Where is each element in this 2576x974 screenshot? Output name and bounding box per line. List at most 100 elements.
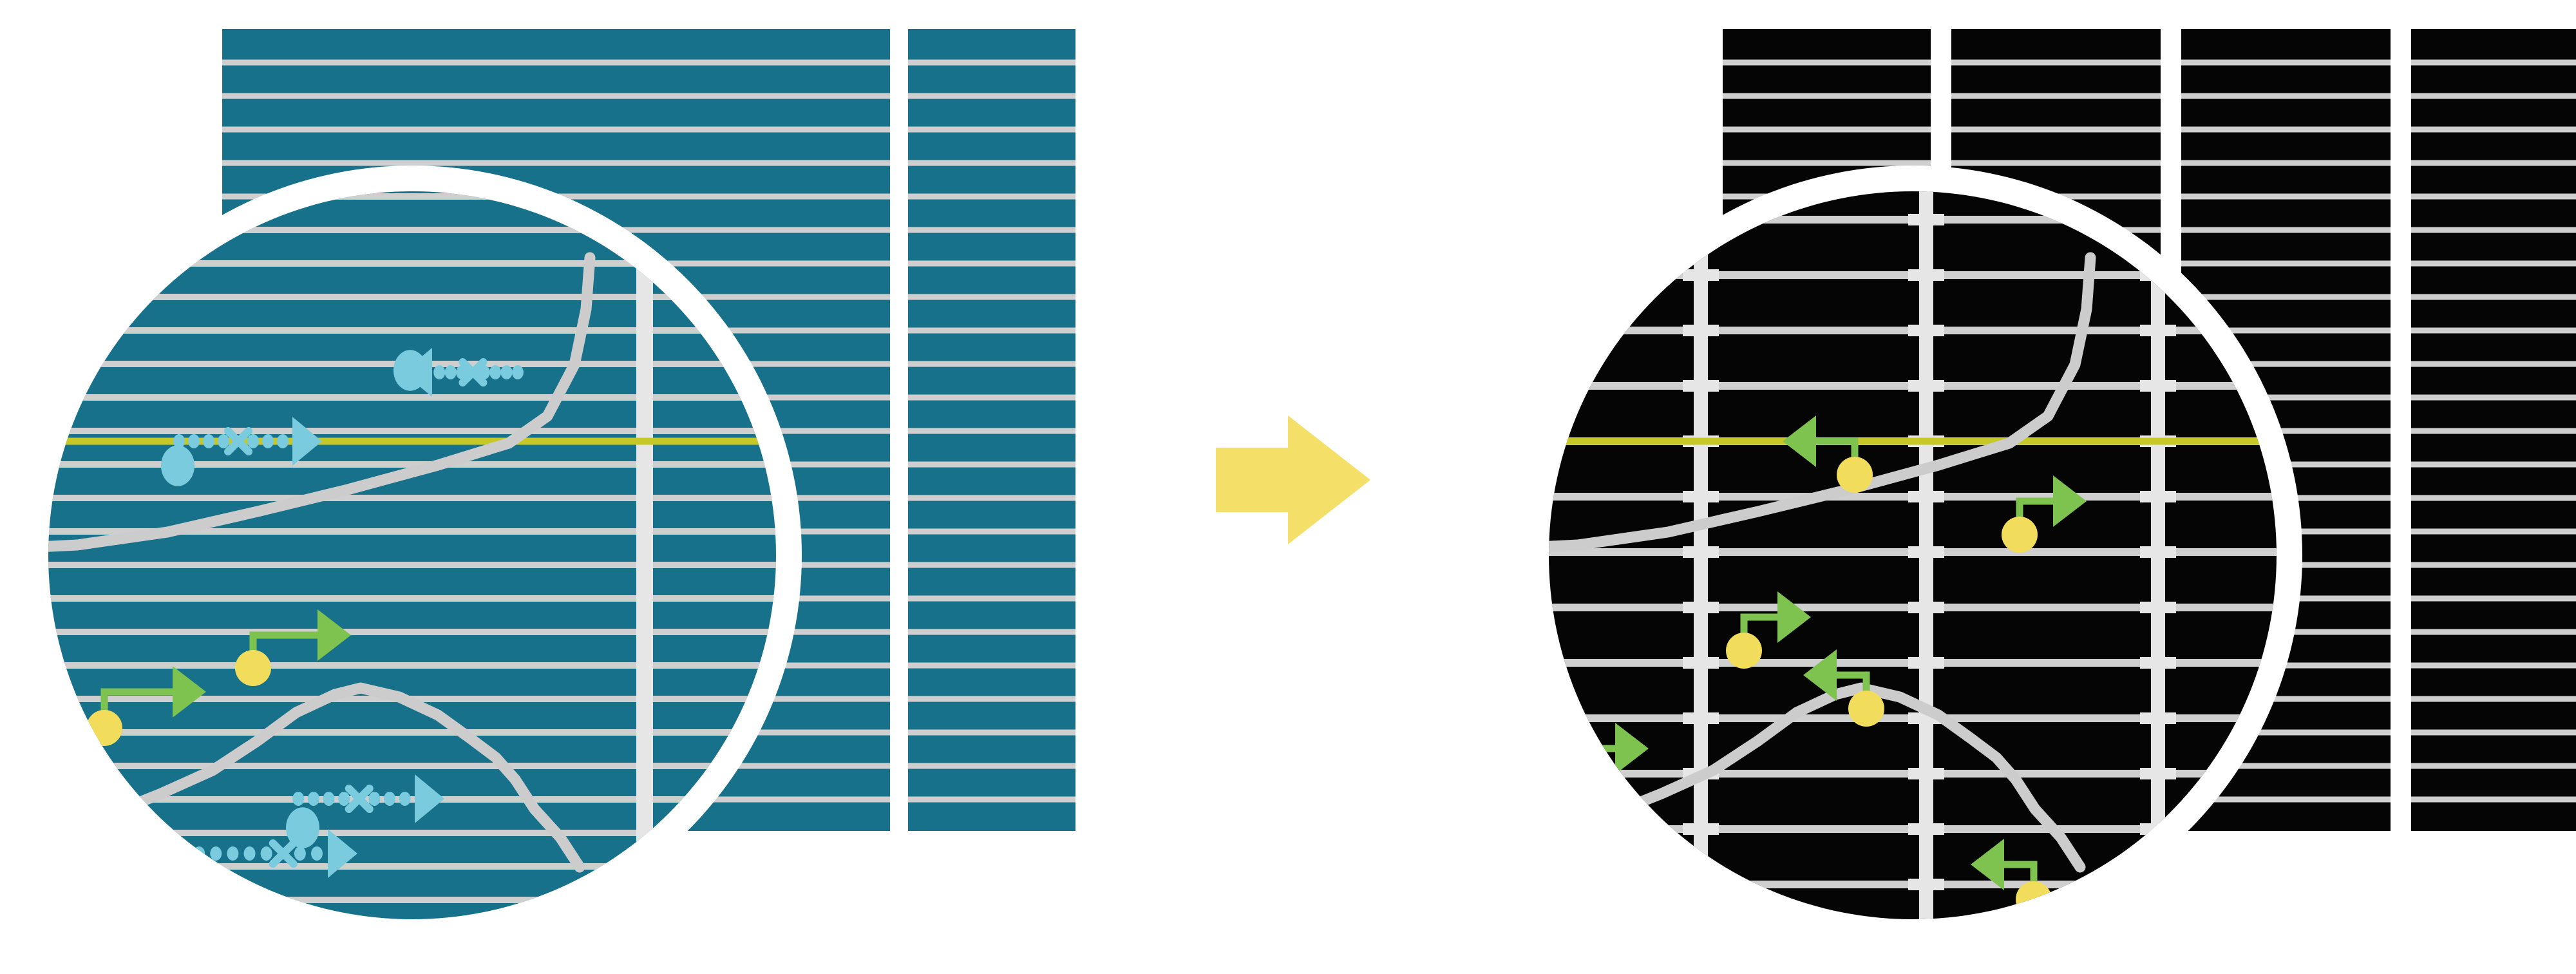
dotted-arrow-x-mark — [459, 358, 488, 387]
lens-grid-tick — [2140, 491, 2176, 502]
panel-rowline — [2181, 327, 2391, 334]
dotted-arrow-dot — [188, 434, 200, 448]
dotted-arrow-origin-marker — [161, 445, 194, 486]
dotted-arrow-dot — [456, 365, 468, 379]
panel-rowline — [908, 294, 1075, 300]
dotted-arrow-dot — [500, 365, 513, 379]
green-arrow-head — [1615, 723, 1649, 774]
panel-rowline — [2181, 126, 2391, 133]
panel-rowline — [1723, 160, 1931, 166]
panel-rowline — [2411, 59, 2576, 66]
panel-rowline — [908, 126, 1075, 133]
panel-rowline — [2411, 93, 2576, 99]
dotted-arrow-dot — [307, 792, 319, 806]
panel-rowline — [1951, 93, 2161, 99]
lower-trend-curve-left — [97, 682, 585, 873]
panel-rowline — [2411, 662, 2576, 669]
lens-left-rowlines — [48, 193, 776, 903]
panel-rowline — [1951, 59, 2161, 66]
panel-rowline — [2411, 495, 2576, 501]
lens-grid-tick — [2140, 657, 2176, 669]
panel-rowline — [2181, 394, 2391, 401]
green-arrow-head — [173, 666, 206, 718]
green-arrow-origin-dot — [1837, 457, 1873, 493]
panel-rowline — [2181, 193, 2391, 200]
dotted-arrow-dot — [260, 846, 272, 861]
panel-rowline — [2411, 461, 2576, 468]
dotted-arrow-dot — [368, 792, 381, 806]
lens-grid-tick — [1683, 491, 1719, 502]
panel-rowline — [2181, 160, 2391, 166]
lens-grid-tick — [1683, 602, 1719, 613]
lens-rowline — [48, 763, 776, 769]
dotted-arrow-dot — [203, 434, 215, 448]
panel-rowline — [908, 595, 1075, 602]
panel-rowline — [2181, 428, 2391, 434]
green-arrow-origin-dot — [1726, 633, 1762, 669]
dotted-arrow-dot — [323, 792, 335, 806]
green-arrow-head — [1783, 415, 1816, 467]
panel-rowline — [222, 126, 890, 133]
dotted-arrow-dot — [311, 846, 323, 861]
lens-grid-tick — [1908, 214, 1944, 225]
lens-grid-tick — [1908, 546, 1944, 558]
panel-rowline — [2411, 394, 2576, 401]
panel-rowline — [2411, 629, 2576, 635]
dotted-arrow-dot — [399, 792, 411, 806]
panel-rowline — [2411, 160, 2576, 166]
lens-rowline — [48, 394, 776, 401]
dotted-arrow-dot — [227, 846, 239, 861]
panel-rowline — [908, 662, 1075, 669]
dotted-arrow-dot — [338, 792, 350, 806]
dotted-arrow-dot — [218, 434, 230, 448]
panel-rowline — [2181, 59, 2391, 66]
dotted-arrow-dot — [489, 365, 502, 379]
lens-grid-tick — [2140, 325, 2176, 336]
upper-trend-curve-left — [48, 252, 596, 555]
lens-grid-tick — [1683, 380, 1719, 392]
panel-rowline — [2181, 260, 2391, 267]
panel-rowline — [908, 428, 1075, 434]
dotted-arrow-dot — [210, 846, 222, 861]
panel-rowline — [1723, 126, 1931, 133]
green-arrow-head — [1803, 649, 1837, 701]
panel-rowline — [908, 629, 1075, 635]
panel-rowline — [2411, 562, 2576, 568]
lens-grid-tick — [1908, 768, 1944, 779]
green-arrow-origin-dot — [1848, 691, 1884, 727]
panel-rowline — [908, 160, 1075, 166]
lens-left-vertical-divider — [636, 191, 653, 919]
lens-grid-tick — [2140, 768, 2176, 779]
panel-rowline — [2411, 193, 2576, 200]
panel-rowline — [2411, 796, 2576, 803]
panel-rowline — [2411, 294, 2576, 300]
dotted-arrow-head — [292, 417, 322, 466]
panel-rowline — [2411, 227, 2576, 233]
panel-rowline — [908, 327, 1075, 334]
dotted-arrow-dot — [262, 434, 274, 448]
lens-grid-tick — [1683, 657, 1719, 669]
lens-grid-tick — [2140, 602, 2176, 613]
lens-grid-tick — [2140, 712, 2176, 724]
lens-rowline — [48, 595, 776, 602]
lens-rowline — [48, 294, 776, 300]
panel-rowline — [2181, 729, 2391, 736]
panel-rowline — [908, 59, 1075, 66]
lens-grid-tick — [1908, 325, 1944, 336]
panel-rowline — [908, 796, 1075, 803]
lens-rowline — [48, 897, 776, 903]
green-arrow-origin-dot — [235, 650, 271, 686]
lower-trend-curve-right — [1598, 682, 2086, 873]
lens-grid-tick — [1908, 657, 1944, 669]
panel-rowline — [2411, 729, 2576, 736]
lens-grid-tick — [1908, 269, 1944, 281]
lens-grid-tick — [1683, 325, 1719, 336]
panel-rowline — [908, 394, 1075, 401]
transition-arrow — [1216, 415, 1370, 544]
dotted-arrow-dot — [247, 434, 260, 448]
lens-rowline — [48, 528, 776, 535]
panel-rowline — [222, 93, 890, 99]
panel-rowline — [1951, 160, 2161, 166]
green-arrow-head — [1971, 839, 2004, 890]
panel-rowline — [2181, 361, 2391, 367]
